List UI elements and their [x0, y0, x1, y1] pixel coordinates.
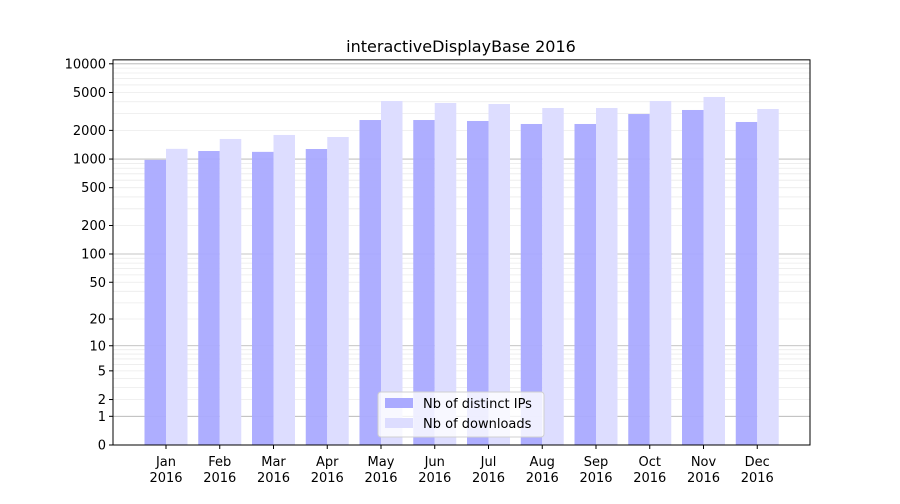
bar-distinct-ips	[735, 121, 758, 446]
y-tick-label: 1	[98, 410, 106, 425]
x-tick-label: Dec	[745, 455, 770, 470]
x-tick-label: 2016	[203, 471, 236, 486]
bar-downloads	[542, 108, 564, 446]
y-tick-label: 20	[89, 312, 106, 327]
bar-downloads	[166, 148, 188, 445]
x-tick-label: Sep	[584, 455, 609, 470]
y-tick-label: 2	[98, 393, 106, 408]
bar-distinct-ips	[198, 151, 220, 445]
y-tick-label: 100	[81, 247, 106, 262]
bar-distinct-ips	[413, 120, 435, 445]
x-tick-label: 2016	[633, 471, 666, 486]
x-tick-label: 2016	[472, 471, 505, 486]
legend-swatch	[385, 418, 413, 428]
bar-downloads	[219, 138, 242, 445]
y-tick-label: 200	[81, 219, 106, 234]
x-tick-label: May	[368, 455, 395, 470]
x-tick-label: Mar	[261, 455, 286, 470]
x-tick-label: Aug	[530, 455, 555, 470]
y-tick-label: 500	[81, 181, 106, 196]
bar-downloads	[703, 96, 725, 445]
y-tick-label: 1000	[73, 153, 106, 168]
y-tick-label: 0	[98, 439, 106, 454]
bar-downloads	[434, 102, 457, 446]
x-tick-label: 2016	[364, 471, 397, 486]
bar-distinct-ips	[252, 151, 274, 446]
x-tick-label: 2016	[741, 471, 774, 486]
chart-title: interactiveDisplayBase 2016	[346, 37, 576, 56]
bar-distinct-ips	[574, 123, 596, 446]
legend-label: Nb of distinct IPs	[423, 397, 532, 412]
bar-downloads	[273, 134, 295, 446]
bar-distinct-ips	[467, 120, 489, 446]
y-tick-label: 50	[89, 276, 106, 291]
bar-distinct-ips	[305, 149, 328, 445]
x-tick-label: 2016	[579, 471, 612, 486]
plot-frame	[112, 59, 811, 446]
y-tick-label: 10000	[65, 57, 106, 72]
bar-downloads	[327, 136, 349, 445]
bar-downloads	[381, 100, 403, 445]
x-tick-label: 2016	[526, 471, 559, 486]
x-tick-label: 2016	[149, 471, 182, 486]
legend-box	[377, 391, 545, 438]
y-tick-label: 5000	[73, 86, 106, 101]
x-tick-label: Jul	[480, 455, 497, 470]
x-tick-label: 2016	[311, 471, 344, 486]
bar-downloads	[488, 103, 510, 445]
legend-swatch	[385, 398, 413, 408]
x-tick-label: Feb	[208, 455, 231, 470]
bar-distinct-ips	[144, 159, 166, 446]
bar-distinct-ips	[359, 120, 381, 445]
bar-distinct-ips	[682, 109, 704, 445]
bar-downloads	[596, 108, 618, 446]
x-tick-label: Nov	[691, 455, 717, 470]
x-tick-label: 2016	[257, 471, 290, 486]
y-tick-label: 10	[89, 339, 106, 354]
x-tick-label: 2016	[687, 471, 720, 486]
x-tick-label: Apr	[316, 455, 339, 470]
x-tick-label: Jun	[424, 455, 445, 470]
y-tick-label: 2000	[73, 124, 106, 139]
bar-downloads	[757, 108, 779, 445]
x-tick-label: Oct	[639, 455, 661, 470]
y-tick-label: 5	[98, 364, 106, 379]
x-tick-label: 2016	[418, 471, 451, 486]
x-tick-label: Jan	[155, 455, 176, 470]
bar-distinct-ips	[520, 123, 543, 446]
bar-downloads	[649, 100, 672, 445]
legend-label: Nb of downloads	[423, 417, 532, 432]
bar-distinct-ips	[628, 114, 650, 445]
